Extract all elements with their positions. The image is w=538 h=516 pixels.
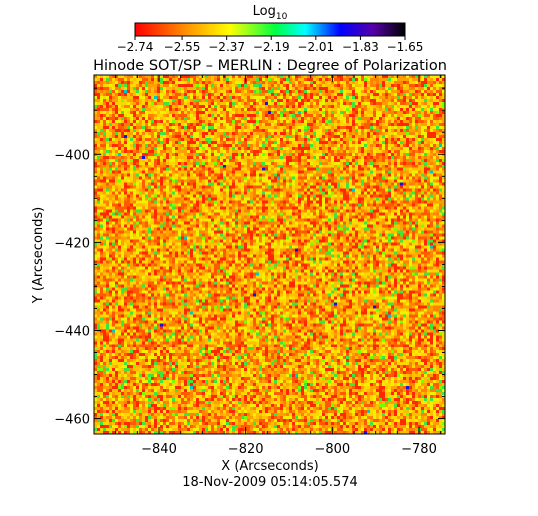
colorbar-tick-label: −2.19 (253, 40, 290, 54)
x-tick-label: −800 (314, 442, 350, 457)
y-tick-label: −420 (54, 236, 90, 251)
x-tick-label: −780 (401, 442, 437, 457)
polarization-map (94, 75, 445, 434)
x-tick-label: −820 (228, 442, 264, 457)
chart-title: Hinode SOT/SP – MERLIN : Degree of Polar… (93, 58, 447, 74)
colorbar-tick-label: −1.83 (342, 40, 379, 54)
x-axis-label: X (Arcseconds) (221, 459, 318, 474)
y-tick-label: −400 (54, 148, 90, 163)
timestamp: 18-Nov-2009 05:14:05.574 (182, 475, 358, 490)
heatmap-image (94, 75, 445, 434)
colorbar-tick-label: −1.65 (387, 40, 424, 54)
y-tick-label: −460 (54, 413, 90, 428)
colorbar-tick-label: −2.01 (297, 40, 334, 54)
colorbar-ticks: −2.74 −2.55 −2.37 −2.19 −2.01 −1.83 −1.65 (117, 36, 424, 54)
x-tick-label: −840 (141, 442, 177, 457)
x-axis: −840 −820 −800 −780 (93, 75, 442, 457)
plot-frame (93, 74, 446, 435)
y-tick-label: −440 (54, 324, 90, 339)
colorbar-tick-label: −2.55 (164, 40, 201, 54)
y-axis-label: Y (Arcseconds) (31, 207, 46, 304)
colorbar (134, 22, 406, 37)
colorbar-tick-label: −2.74 (117, 40, 154, 54)
colorbar-label: Log10 (253, 4, 288, 22)
y-axis: −400 −420 −440 −460 (54, 87, 445, 428)
colorbar-tick-label: −2.37 (208, 40, 245, 54)
